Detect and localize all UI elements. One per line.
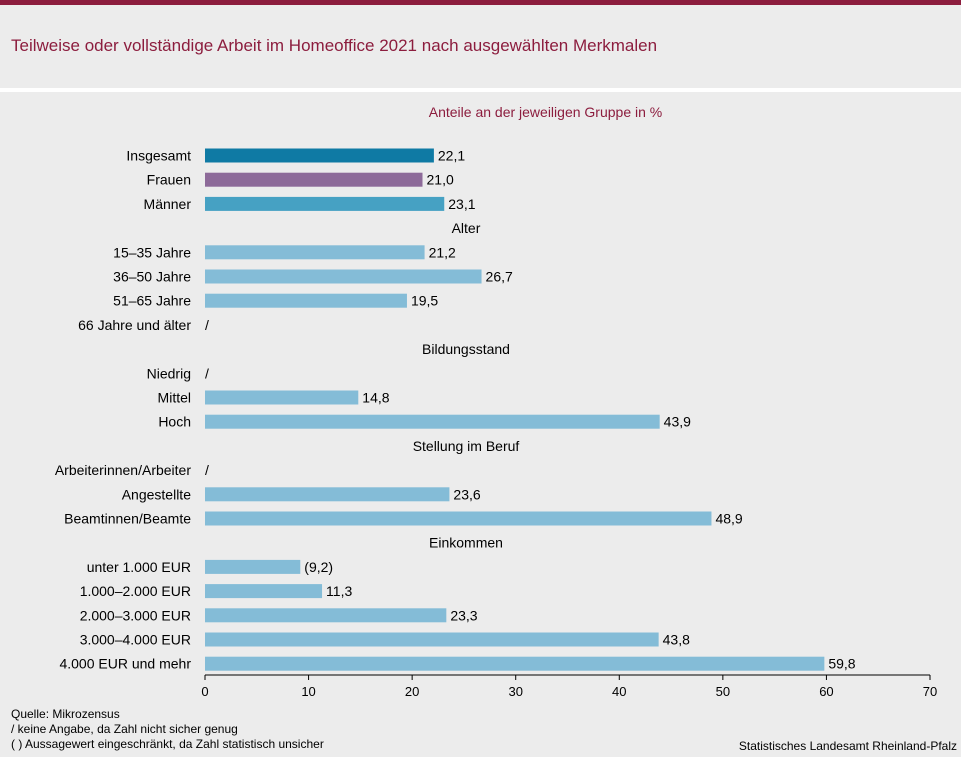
value-label: 22,1 [438, 148, 465, 164]
value-label: 43,9 [664, 414, 691, 430]
x-tick-label: 30 [508, 684, 522, 699]
bar [205, 172, 423, 187]
value-label: 11,3 [326, 583, 352, 599]
value-label: 23,3 [450, 607, 477, 623]
value-label: 26,7 [486, 269, 513, 285]
bar [205, 245, 425, 260]
category-label: Angestellte [122, 486, 191, 502]
chart-subtitle: Anteile an der jeweiligen Gruppe in % [428, 104, 663, 120]
category-label: Niedrig [147, 365, 191, 381]
bar [205, 148, 434, 163]
value-label: 23,1 [448, 196, 475, 212]
x-tick-label: 20 [405, 684, 419, 699]
value-label: / [205, 365, 209, 381]
source-note: Quelle: Mikrozensus [11, 707, 120, 721]
x-tick-label: 40 [612, 684, 626, 699]
value-label: 21,0 [427, 172, 454, 188]
category-label: 2.000–3.000 EUR [80, 607, 191, 623]
category-label: 66 Jahre und älter [78, 317, 191, 333]
category-label: Insgesamt [126, 148, 191, 164]
bar [205, 511, 712, 526]
value-label: 21,2 [429, 244, 456, 260]
category-label: Mittel [158, 390, 191, 406]
top-accent-bar [0, 0, 961, 5]
title-separator [0, 88, 961, 92]
footnote-parentheses: ( ) Aussagewert eingeschränkt, da Zahl s… [11, 737, 324, 751]
category-label: Frauen [147, 172, 191, 188]
category-label: 51–65 Jahre [113, 293, 191, 309]
value-label: 14,8 [362, 390, 389, 406]
chart-title: Teilweise oder vollständige Arbeit im Ho… [11, 36, 658, 55]
bar [205, 390, 359, 405]
category-label: 36–50 Jahre [113, 269, 191, 285]
value-label: 59,8 [828, 656, 855, 672]
bar [205, 632, 659, 647]
bar [205, 293, 407, 308]
category-label: Beamtinnen/Beamte [64, 511, 191, 527]
value-label: / [205, 317, 209, 333]
bar [205, 559, 301, 574]
category-label: 15–35 Jahre [113, 244, 191, 260]
group-label: Alter [452, 220, 481, 236]
category-label: unter 1.000 EUR [87, 559, 191, 575]
bar [205, 487, 450, 502]
bar [205, 269, 482, 284]
group-label: Bildungsstand [422, 341, 510, 357]
x-tick-label: 50 [716, 684, 730, 699]
value-label: (9,2) [304, 559, 333, 575]
category-label: Arbeiterinnen/Arbeiter [55, 462, 192, 478]
publisher-credit: Statistisches Landesamt Rheinland-Pfalz [738, 739, 957, 753]
bar [205, 414, 660, 429]
x-tick-label: 60 [819, 684, 833, 699]
category-label: 4.000 EUR und mehr [59, 656, 191, 672]
group-label: Einkommen [429, 535, 503, 551]
bar [205, 608, 447, 623]
value-label: 43,8 [663, 632, 690, 648]
value-label: 23,6 [453, 486, 480, 502]
x-tick-label: 0 [201, 684, 208, 699]
category-label: Hoch [158, 414, 191, 430]
category-label: 3.000–4.000 EUR [80, 632, 191, 648]
x-tick-label: 70 [923, 684, 937, 699]
x-tick-label: 10 [301, 684, 315, 699]
value-label: 19,5 [411, 293, 438, 309]
bar [205, 584, 323, 599]
category-label: Männer [144, 196, 192, 212]
category-label: 1.000–2.000 EUR [80, 583, 191, 599]
group-label: Stellung im Beruf [413, 438, 520, 454]
bar [205, 656, 825, 671]
bar [205, 196, 445, 211]
value-label: 48,9 [715, 511, 742, 527]
value-label: / [205, 462, 209, 478]
footnote-slash: / keine Angabe, da Zahl nicht sicher gen… [11, 722, 238, 736]
